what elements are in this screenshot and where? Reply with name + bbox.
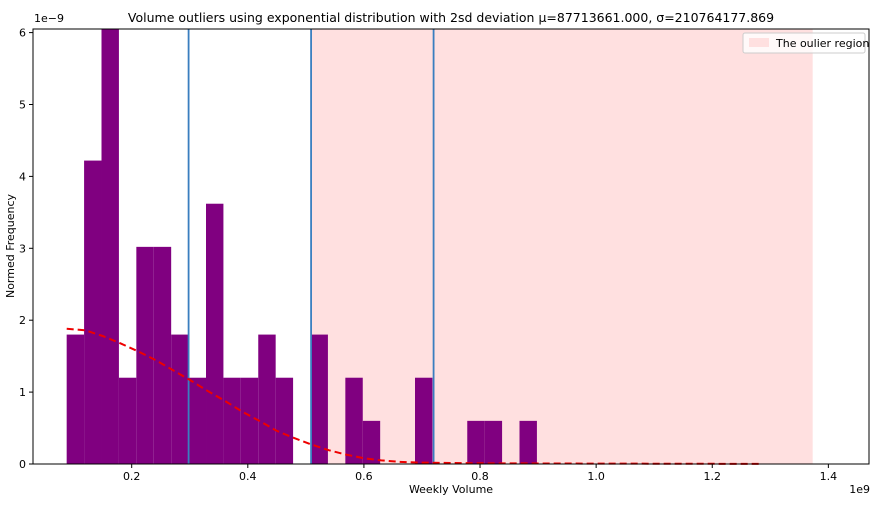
histogram-bar-18: [467, 420, 485, 464]
plot-area: [66, 29, 813, 465]
x-tick-label: 1.0: [587, 470, 605, 483]
y-tick-label: 3: [19, 242, 26, 255]
histogram-bar-9: [206, 203, 224, 465]
histogram-bar-19: [484, 420, 503, 464]
histogram-bar-11: [240, 377, 259, 464]
y-tick-label: 2: [19, 314, 26, 327]
legend-swatch: [749, 38, 769, 47]
histogram-bar-17: [415, 377, 433, 464]
histogram-bar-20: [519, 420, 537, 464]
y-tick-label: 0: [19, 458, 26, 471]
chart-title: Volume outliers using exponential distri…: [128, 10, 774, 25]
histogram-bar-12: [258, 334, 276, 464]
histogram-bar-16: [362, 420, 381, 464]
legend: The oulier region: [742, 32, 869, 54]
histogram-bar-7: [171, 334, 189, 464]
legend-label: The oulier region: [775, 37, 869, 50]
y-tick-label: 1: [19, 386, 26, 399]
legend-box: [742, 32, 866, 54]
outlier-region: [311, 29, 813, 464]
histogram-bar-6: [153, 246, 172, 464]
histogram-bar-4: [118, 377, 137, 464]
histogram-bar-3: [101, 29, 119, 464]
x-tick-label: 0.8: [471, 470, 489, 483]
histogram-bar-1: [66, 334, 85, 464]
density-curve: [66, 327, 759, 465]
x-tick-label: 0.2: [123, 470, 141, 483]
histogram-bar-2: [84, 160, 102, 465]
x-tick-label: 0.4: [239, 470, 257, 483]
x-tick-label: 1.2: [704, 470, 722, 483]
y-offset-label: 1e−9: [34, 12, 64, 25]
y-tick-label: 4: [19, 170, 26, 183]
histogram-bar-8: [188, 377, 207, 464]
axis-ticks: 0.2 0.4 0.6 0.8 1.0 1.2 1.4 0 1 2 3 4 5 6: [19, 27, 837, 483]
histogram-bar-15: [345, 377, 363, 464]
y-tick-label: 5: [19, 98, 26, 111]
y-tick-label: 6: [19, 27, 26, 40]
x-tick-label: 1.4: [820, 470, 838, 483]
histogram-bar-10: [223, 377, 241, 464]
histogram-bar-13: [275, 377, 294, 464]
x-tick-label: 0.6: [355, 470, 373, 483]
histogram-bar-14: [310, 334, 328, 464]
x-axis-label: Weekly Volume: [409, 483, 493, 496]
x-offset-label: 1e9: [849, 483, 870, 496]
axes-frame: [32, 28, 870, 465]
y-axis-label: Normed Frequency: [4, 193, 17, 298]
